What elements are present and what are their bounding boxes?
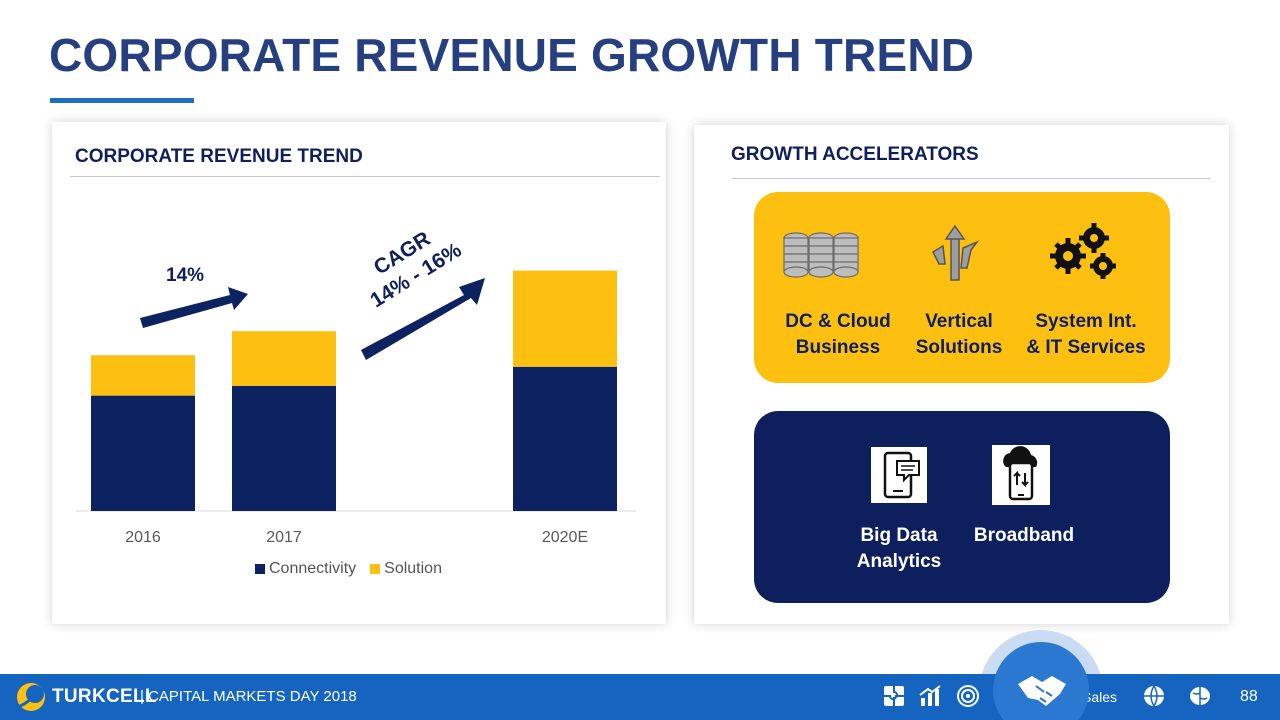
accelerator-broadband-line1: Broadband: [973, 525, 1075, 546]
growth-arrow-long: [361, 278, 485, 360]
x-tick-label: 2020E: [542, 529, 588, 546]
mobile-chat-icon: [871, 447, 927, 503]
server-stack-icon: [783, 232, 859, 278]
bar-solution-2020e: [513, 270, 617, 367]
bar-connectivity-2016: [91, 395, 195, 511]
chart-heading-rule: [70, 176, 660, 177]
chart-heading: CORPORATE REVENUE TREND: [75, 146, 363, 167]
gears-icon: [1050, 223, 1116, 279]
revenue-bar-chart: 2016 2017 2020E: [76, 270, 636, 546]
title-underline: [50, 98, 194, 103]
target-icon[interactable]: [956, 684, 980, 708]
revenue-trend-card: CORPORATE REVENUE TREND 2016 2017 2020E 14…: [52, 122, 666, 624]
footer-brand: TURKCELL: [52, 686, 157, 707]
accelerator-vertical-line1: Vertical: [925, 311, 993, 332]
accelerators-heading: GROWTH ACCELERATORS: [731, 144, 979, 165]
puzzle-icon[interactable]: [882, 684, 906, 708]
split-arrows-icon: [932, 224, 980, 281]
accelerator-system-integration: System Int. & IT Services: [1020, 309, 1152, 361]
x-tick-label: 2017: [266, 529, 302, 546]
legend-swatch-solution: [370, 564, 381, 574]
accelerators-heading-rule: [732, 178, 1210, 179]
accelerator-dc-cloud-line1: DC & Cloud: [785, 311, 891, 332]
sales-active-badge[interactable]: [993, 642, 1089, 720]
growth-percent-label: 14%: [166, 265, 205, 286]
legend-swatch-connectivity: [255, 564, 265, 574]
footer-section-label: Sales: [1082, 689, 1118, 705]
accelerator-system-line2: & IT Services: [1026, 337, 1146, 358]
bar-solution-2016: [91, 355, 195, 396]
bar-connectivity-2017: [232, 386, 336, 511]
accelerator-system-line1: System Int.: [1035, 311, 1137, 332]
turkcell-logo-icon: [17, 683, 45, 711]
accelerator-big-data-line2: Analytics: [856, 551, 942, 572]
legend-label-connectivity: Connectivity: [269, 560, 357, 577]
bar-solution-2017: [232, 331, 336, 386]
accelerator-big-data: Big Data Analytics: [836, 523, 962, 575]
globe-icon[interactable]: [1142, 684, 1166, 708]
legend-label-solution: Solution: [384, 560, 442, 577]
accelerators-navy-box: Big Data Analytics Broadband: [754, 411, 1170, 603]
brain-icon[interactable]: [1188, 684, 1212, 708]
cloud-mobile-icon: [992, 445, 1050, 505]
growth-accelerators-card: GROWTH ACCELERATORS: [694, 125, 1229, 624]
accelerator-vertical-line2: Solutions: [915, 337, 1003, 358]
page-number: 88: [1240, 688, 1258, 705]
chart-legend: Connectivity Solution: [255, 560, 442, 578]
accelerators-yellow-box: DC & Cloud Business Vertical Solutions S…: [754, 192, 1170, 383]
growth-arrow-short: [140, 287, 248, 328]
accelerator-big-data-line1: Big Data: [860, 525, 938, 546]
bar-connectivity-2020e: [513, 366, 617, 511]
page-title: CORPORATE REVENUE GROWTH TREND: [49, 29, 975, 81]
x-tick-label: 2016: [125, 529, 161, 546]
handshake-icon: [1018, 676, 1066, 706]
accelerator-dc-cloud-line2: Business: [795, 337, 881, 358]
accelerator-vertical-solutions: Vertical Solutions: [901, 309, 1017, 361]
legend-solution: Solution: [370, 560, 442, 578]
accelerator-dc-cloud: DC & Cloud Business: [774, 309, 902, 361]
accelerator-broadband: Broadband: [962, 523, 1086, 549]
legend-connectivity: Connectivity: [255, 560, 356, 578]
footer-event: | CAPITAL MARKETS DAY 2018: [140, 688, 357, 705]
bar-chart-icon[interactable]: [918, 684, 942, 708]
